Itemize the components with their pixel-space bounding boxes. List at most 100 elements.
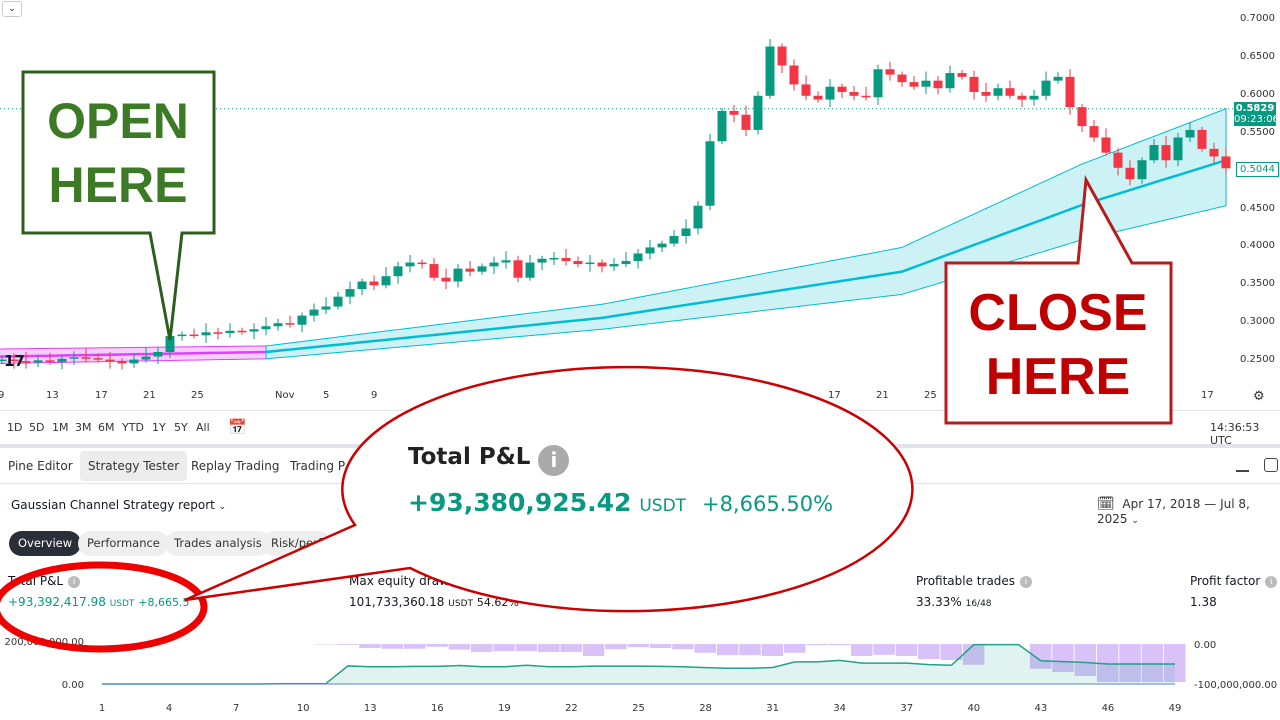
candle [273, 318, 283, 331]
candle [741, 105, 751, 136]
range-1y[interactable]: 1Y [152, 421, 166, 434]
calendar-icon: 🗓 [1097, 496, 1115, 512]
drawdown-bar [1029, 644, 1052, 669]
drawdown-bar [694, 644, 717, 653]
report-subtab[interactable]: Performance [78, 531, 169, 556]
candle [1053, 72, 1063, 84]
date-tick: 13 [46, 390, 59, 401]
candle [1197, 126, 1207, 152]
report-selector[interactable]: Gaussian Channel Strategy report ⌄ [11, 498, 227, 512]
info-icon[interactable]: i [1020, 576, 1033, 588]
gaussian-channel-early-midline [0, 350, 267, 358]
settings-icon[interactable]: ⚙ [1253, 389, 1265, 404]
equity-area [102, 644, 1175, 684]
range-ytd[interactable]: YTD [122, 421, 144, 434]
candle [573, 256, 583, 268]
range-1d[interactable]: 1D [7, 421, 23, 434]
candle [717, 107, 727, 145]
trade-tick: 25 [632, 703, 645, 714]
info-icon[interactable]: i [68, 576, 81, 588]
candle [237, 327, 247, 335]
drawdown-bar [493, 644, 515, 652]
drawdown-bar [1074, 644, 1097, 676]
candle [117, 358, 127, 370]
drawdown-bar [560, 644, 582, 652]
minimize-panel-button[interactable] [1236, 470, 1249, 472]
candle [609, 258, 619, 271]
drawdown-bar [851, 644, 873, 656]
drawdown-bar [761, 644, 784, 656]
candle [321, 297, 331, 315]
channel-price-tag: 0.5044 [1236, 162, 1279, 177]
candle [777, 43, 787, 74]
equity-axis-tick: 0.00 [62, 680, 84, 691]
utc-clock[interactable]: 14:36:53 UTC [1210, 421, 1260, 447]
drawdown-bar [806, 644, 828, 646]
date-range-selector[interactable]: 🗓 Apr 17, 2018 — Jul 8, 2025 ⌄ [1097, 496, 1250, 526]
candle [9, 353, 19, 369]
range-5d[interactable]: 5D [29, 421, 45, 434]
range-3m[interactable]: 3M [75, 421, 92, 434]
candle [297, 312, 307, 333]
candle [477, 263, 487, 275]
panel-tab[interactable]: Strategy Tester [80, 451, 188, 481]
candle [1113, 148, 1123, 176]
trade-tick: 1 [99, 703, 105, 714]
drawdown-bar [672, 644, 694, 650]
info-icon[interactable]: i [1265, 576, 1278, 588]
profitable-trades-value: 33.33% 16/48 [916, 595, 992, 609]
candle [753, 91, 763, 135]
range-5y[interactable]: 5Y [174, 421, 188, 434]
price-tick: 0.6000 [1240, 88, 1275, 100]
candle [525, 254, 535, 281]
candle [921, 71, 931, 95]
info-icon: i [538, 445, 570, 476]
candle [417, 259, 427, 269]
drawdown-bar [1119, 644, 1141, 682]
drawdown-bar [716, 644, 739, 656]
candle [489, 256, 499, 274]
drawdown-bar [426, 644, 448, 647]
candle [909, 76, 919, 90]
candle [669, 229, 679, 247]
price-tick: 0.4000 [1240, 240, 1275, 252]
date-tick: 17 [828, 390, 841, 401]
candle [1161, 135, 1171, 168]
candle [993, 83, 1003, 101]
range-all[interactable]: All [196, 421, 210, 434]
panel-tab[interactable]: Pine Editor [8, 459, 73, 473]
last-price-tag: 0.5829 09:23:06 [1234, 102, 1279, 126]
date-tick: 25 [924, 390, 937, 401]
equity-axis-tick: 200,000,000.00 [4, 637, 84, 648]
panel-tab[interactable]: Replay Trading [191, 459, 280, 473]
panel-tab[interactable]: Trading P [290, 459, 346, 473]
price-tick: 0.2500 [1240, 354, 1275, 366]
candle [345, 281, 355, 305]
date-range-calendar-icon[interactable]: 📅 [228, 418, 247, 436]
candle [645, 239, 655, 260]
date-range: Apr 17, 2018 — Jul 8, 2025 [1097, 497, 1250, 526]
last-price: 0.5829 [1235, 103, 1275, 114]
range-6m[interactable]: 6M [98, 421, 115, 434]
equity-chart[interactable]: 1 4 7 10 13 16 19 22 25 28 31 34 37 40 43 46 49 200,000,0… [0, 630, 1280, 720]
report-subtab[interactable]: Trades analysis [165, 531, 271, 556]
report-subtab[interactable]: Overview [9, 531, 82, 556]
candle [801, 75, 811, 101]
candle [825, 79, 835, 108]
candle [693, 201, 703, 235]
candle [897, 71, 907, 87]
range-1m[interactable]: 1M [52, 421, 69, 434]
price-chart[interactable] [0, 0, 1280, 410]
report-subtab[interactable]: Risk/perf [262, 531, 331, 556]
maximize-panel-button[interactable] [1264, 458, 1278, 472]
candle [561, 248, 571, 266]
drawdown-bar [1052, 644, 1074, 672]
trade-tick: 4 [166, 703, 172, 714]
drawdown-bar [873, 644, 895, 655]
drawdown-bar [828, 644, 851, 646]
candle [429, 258, 439, 281]
collapse-button[interactable]: ⌄ [2, 1, 22, 17]
candle [21, 352, 31, 369]
candle [1017, 92, 1027, 108]
report-title: Gaussian Channel Strategy report [11, 498, 215, 512]
